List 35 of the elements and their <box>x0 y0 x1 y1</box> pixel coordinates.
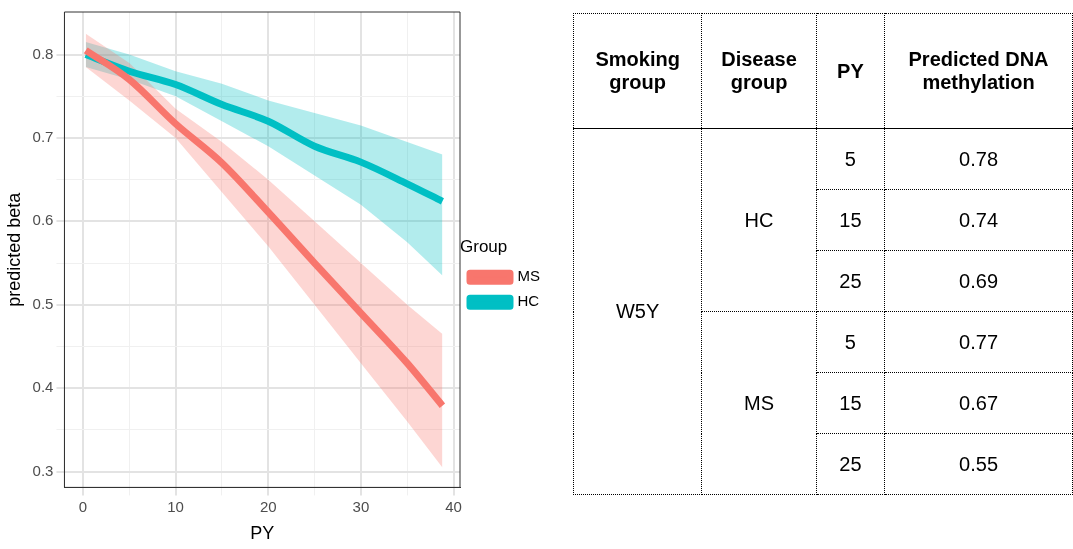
text: 0.74 <box>884 189 1073 251</box>
y-tick-label: 0.6 <box>32 211 54 229</box>
y-tick-label: 0.7 <box>32 128 54 146</box>
y-tick-label: 0.5 <box>32 294 54 312</box>
legend-label: HC <box>517 292 540 310</box>
text: 5 <box>816 311 885 373</box>
text: 15 <box>816 189 885 251</box>
y-tick-label: 0.8 <box>32 44 54 62</box>
text: Smoking group <box>573 13 702 129</box>
y-axis-title: predicted beta <box>3 191 24 307</box>
text: PY <box>816 13 885 129</box>
x-axis-title: PY <box>250 523 275 544</box>
legend-title: Group <box>460 237 508 257</box>
x-tick-label: 10 <box>167 497 184 515</box>
text: HC <box>701 128 817 312</box>
text: 0.77 <box>884 311 1073 373</box>
text: 5 <box>816 128 885 190</box>
x-tick-label: 0 <box>78 497 88 515</box>
y-tick-label: 0.4 <box>32 378 54 396</box>
y-tick-label: 0.3 <box>32 461 54 479</box>
text: Predicted DNA methylation <box>884 13 1073 129</box>
text: 15 <box>816 372 885 434</box>
x-tick-label: 20 <box>259 497 277 515</box>
text: 0.69 <box>884 250 1073 312</box>
text: 0.67 <box>884 372 1073 434</box>
text: Disease group <box>701 13 817 129</box>
text: 25 <box>816 250 885 312</box>
x-tick-label: 40 <box>445 497 462 515</box>
text: 0.78 <box>884 128 1073 190</box>
text: 0.55 <box>884 433 1073 495</box>
text: 25 <box>816 433 885 495</box>
legend-label: MS <box>517 267 540 285</box>
x-tick-label: 30 <box>352 497 370 515</box>
text: MS <box>701 311 817 495</box>
text: W5Y <box>573 128 702 495</box>
